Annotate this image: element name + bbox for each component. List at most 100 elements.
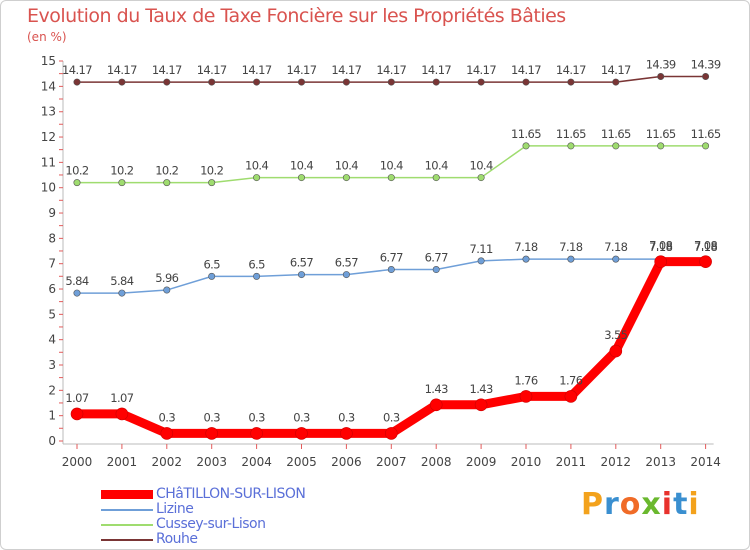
x-tick-label: 2006 (331, 455, 362, 469)
data-label: 10.2 (200, 164, 223, 178)
x-tick-label: 2004 (241, 455, 272, 469)
data-label: 7.18 (514, 240, 537, 254)
logo-letter: P (581, 487, 604, 522)
y-tick-label: 5 (48, 307, 56, 321)
logo-letter: i (688, 487, 700, 522)
data-label: 14.17 (601, 63, 631, 77)
y-tick-label: 2 (48, 383, 56, 397)
data-point (567, 255, 575, 263)
data-label: 10.4 (380, 159, 403, 173)
x-tick-label: 2002 (152, 455, 183, 469)
data-label: 14.17 (152, 63, 182, 77)
data-label: 0.3 (248, 410, 265, 424)
x-tick-label: 2008 (421, 455, 452, 469)
data-label: 5.84 (110, 274, 133, 288)
data-label: 0.3 (338, 410, 355, 424)
data-point (208, 179, 216, 187)
data-point (522, 255, 530, 263)
data-label: 10.2 (155, 164, 178, 178)
data-point (657, 73, 665, 81)
data-label: 10.4 (245, 159, 268, 173)
data-point (118, 289, 126, 297)
data-point (477, 257, 485, 265)
x-tick-label: 2007 (376, 455, 407, 469)
data-label: 14.39 (691, 58, 721, 72)
data-label: 6.77 (380, 251, 403, 265)
y-tick-label: 13 (41, 105, 56, 119)
data-point (253, 78, 261, 86)
data-point (160, 427, 174, 440)
data-point (612, 255, 620, 263)
data-point (342, 78, 350, 86)
data-point (208, 78, 216, 86)
legend-swatch (101, 539, 153, 541)
y-tick-label: 12 (41, 130, 56, 144)
data-label: 14.39 (646, 58, 676, 72)
x-tick-label: 2012 (601, 455, 632, 469)
data-label: 7.08 (694, 239, 717, 253)
data-point (73, 289, 81, 297)
data-label: 10.2 (65, 164, 88, 178)
data-point (522, 142, 530, 150)
data-point (342, 174, 350, 182)
data-point (163, 179, 171, 187)
data-point (609, 344, 623, 358)
y-tick-label: 14 (41, 79, 56, 93)
legend-swatch (101, 490, 153, 499)
data-point (477, 174, 485, 182)
y-tick-label: 1 (48, 409, 56, 423)
data-point (387, 78, 395, 86)
data-label: 10.4 (425, 159, 448, 173)
legend-label: Cussey-sur-Lison (156, 516, 266, 532)
data-point (253, 174, 261, 182)
data-point (163, 286, 171, 294)
data-point (432, 78, 440, 86)
legend-label: Rouhe (156, 531, 198, 547)
logo-letter: x (641, 487, 662, 522)
data-label: 11.65 (646, 127, 676, 141)
data-point (699, 255, 712, 268)
data-point (612, 142, 620, 150)
legend-label: CHâTILLON-SUR-LISON (156, 486, 306, 502)
data-point (115, 407, 129, 421)
data-point (118, 179, 126, 187)
y-tick-label: 4 (48, 333, 56, 347)
x-tick-label: 2014 (690, 455, 721, 469)
y-tick-label: 3 (48, 358, 56, 372)
data-label: 1.76 (559, 373, 582, 387)
data-label: 0.3 (383, 410, 400, 424)
data-label: 14.17 (242, 63, 272, 77)
y-tick-label: 0 (48, 434, 56, 448)
data-label: 14.17 (287, 63, 317, 77)
data-point (567, 142, 575, 150)
data-label: 14.17 (197, 63, 227, 77)
data-label: 6.5 (248, 257, 265, 271)
chart-title: Evolution du Taux de Taxe Foncière sur l… (27, 5, 566, 27)
data-point (429, 398, 443, 412)
x-tick-label: 2010 (511, 455, 542, 469)
data-label: 14.17 (466, 63, 496, 77)
data-point (654, 255, 668, 268)
data-point (297, 174, 305, 182)
data-point (297, 271, 305, 279)
data-point (297, 78, 305, 86)
data-label: 0.3 (203, 410, 220, 424)
data-label: 6.77 (425, 251, 448, 265)
data-label: 7.18 (649, 240, 672, 254)
data-label: 14.17 (511, 63, 541, 77)
data-label: 7.18 (694, 240, 717, 254)
data-label: 11.65 (691, 127, 721, 141)
y-tick-label: 6 (48, 282, 56, 296)
data-label: 14.17 (62, 63, 92, 77)
x-tick-label: 2003 (196, 455, 227, 469)
data-label: 14.17 (556, 63, 586, 77)
data-point (73, 179, 81, 187)
data-label: 11.65 (511, 127, 541, 141)
data-label: 0.3 (293, 410, 310, 424)
logo-letter: o (619, 487, 642, 522)
data-label: 10.4 (290, 159, 313, 173)
y-tick-label: 15 (41, 54, 56, 68)
data-label: 14.17 (421, 63, 451, 77)
y-tick-label: 7 (48, 257, 56, 271)
